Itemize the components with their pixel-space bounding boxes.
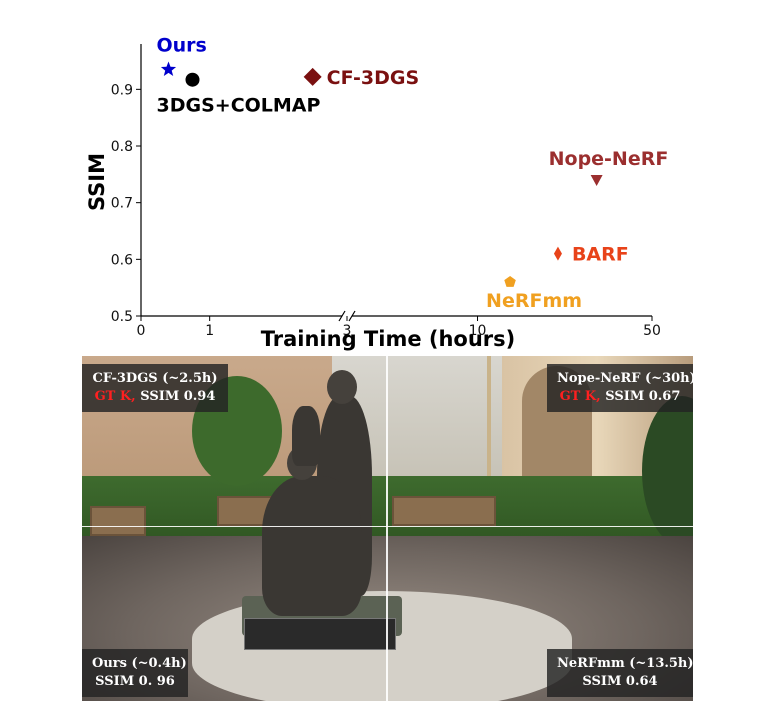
point-label-nope-nerf: Nope-NeRF: [549, 148, 669, 170]
x-tick-label: 50: [643, 323, 661, 339]
caption-cf3dgs-gt: GT K,: [94, 389, 136, 404]
bench-left: [90, 506, 146, 536]
marker-3dgs-colmap: [185, 72, 200, 87]
x-tick-label: 3: [343, 323, 352, 339]
x-tick-label: 0: [137, 323, 146, 339]
caption-cf3dgs-ssim: SSIM 0.94: [140, 389, 216, 404]
caption-nope-nerf-metric-line: GT K, SSIM 0.67: [557, 388, 683, 406]
caption-ours-ssim: SSIM 0. 96: [95, 674, 175, 689]
y-tick-label: 0.5: [111, 309, 133, 325]
marker-nerfmm: [504, 276, 516, 287]
point-label-barf: BARF: [572, 244, 629, 266]
caption-nerfmm-ssim: SSIM 0.64: [582, 674, 658, 689]
caption-cf3dgs-method: CF-3DGS (~2.5h): [92, 371, 218, 386]
caption-nope-nerf: Nope-NeRF (~30h) GT K, SSIM 0.67: [547, 364, 693, 412]
y-tick-label: 0.9: [111, 82, 133, 98]
caption-nope-nerf-method: Nope-NeRF (~30h): [557, 371, 693, 386]
marker-nope-nerf: [590, 175, 603, 186]
chart-ticks: 0.5 0.6 0.7 0.8 0.9 0 1 3 10 50: [111, 82, 661, 339]
caption-nerfmm: NeRFmm (~13.5h) SSIM 0.64: [547, 649, 693, 697]
y-axis-title: SSIM: [85, 153, 109, 211]
vertical-split-line: [386, 356, 388, 701]
caption-ours-method: Ours (~0.4h): [92, 656, 187, 671]
caption-nope-nerf-ssim: SSIM 0.67: [605, 389, 681, 404]
y-tick-label: 0.6: [111, 252, 133, 268]
ssim-vs-training-time-chart: 0.5 0.6 0.7 0.8 0.9 0 1 3 10 50 Ours 3DGS+COLMAP CF…: [85, 35, 668, 352]
caption-nope-nerf-gt: GT K,: [559, 389, 601, 404]
x-axis-title: Training Time (hours): [261, 327, 516, 351]
marker-cf-3dgs: [303, 67, 322, 86]
caption-nerfmm-method: NeRFmm (~13.5h): [557, 656, 693, 671]
point-label-3dgs-colmap: 3DGS+COLMAP: [157, 95, 321, 117]
axis-break-mark-a: [338, 310, 346, 322]
caption-ours: Ours (~0.4h) SSIM 0. 96: [82, 649, 188, 697]
chart-marks: Ours 3DGS+COLMAP CF-3DGS Nope-NeRF BARF NeRFm…: [156, 35, 668, 313]
caption-cf3dgs: CF-3DGS (~2.5h) GT K, SSIM 0.94: [82, 364, 228, 412]
x-tick-label: 10: [469, 323, 487, 339]
axis-break-mark-b: [348, 310, 356, 322]
x-tick-label: 1: [205, 323, 214, 339]
caption-cf3dgs-metric-line: GT K, SSIM 0.94: [92, 388, 218, 406]
y-tick-label: 0.8: [111, 139, 133, 155]
lamp-post: [487, 356, 491, 486]
point-label-ours: Ours: [156, 35, 206, 57]
marker-barf: [553, 246, 562, 261]
bench-right: [392, 496, 496, 526]
marker-ours: [160, 61, 177, 76]
horizontal-split-line: [82, 526, 693, 527]
statue-seated-figure: [262, 476, 362, 616]
point-label-nerfmm: NeRFmm: [486, 290, 582, 312]
statue-child-figure: [292, 406, 320, 466]
statue-standing-head: [327, 370, 357, 404]
inscription-plaque: [244, 618, 396, 650]
rendered-scene-comparison: CF-3DGS (~2.5h) GT K, SSIM 0.94 Nope-NeR…: [82, 356, 693, 701]
y-tick-label: 0.7: [111, 196, 133, 212]
point-label-cf-3dgs: CF-3DGS: [327, 67, 420, 89]
